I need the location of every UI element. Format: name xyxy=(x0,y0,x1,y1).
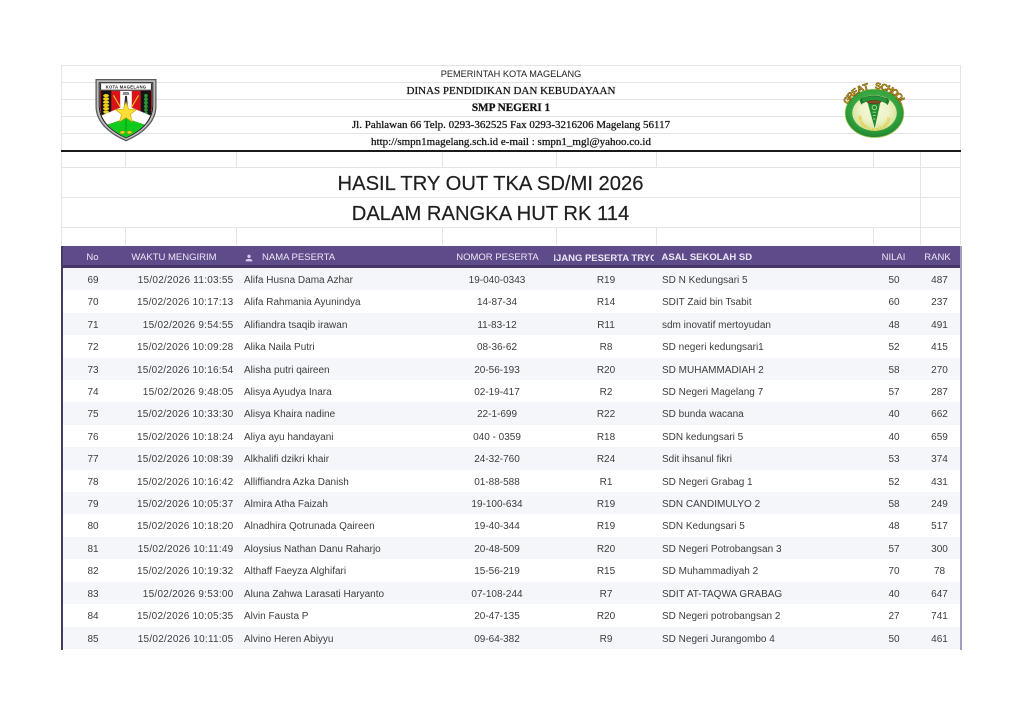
svg-text:KOTA MAGELANG: KOTA MAGELANG xyxy=(106,84,147,89)
svg-text:H: H xyxy=(884,83,895,95)
svg-text:E: E xyxy=(849,86,860,98)
svg-text:A: A xyxy=(855,83,866,95)
svg-text:C: C xyxy=(879,81,889,93)
svg-text:S: S xyxy=(875,81,882,92)
svg-text:L: L xyxy=(897,96,909,106)
svg-text:T: T xyxy=(862,81,871,92)
svg-text:G: G xyxy=(841,95,853,106)
